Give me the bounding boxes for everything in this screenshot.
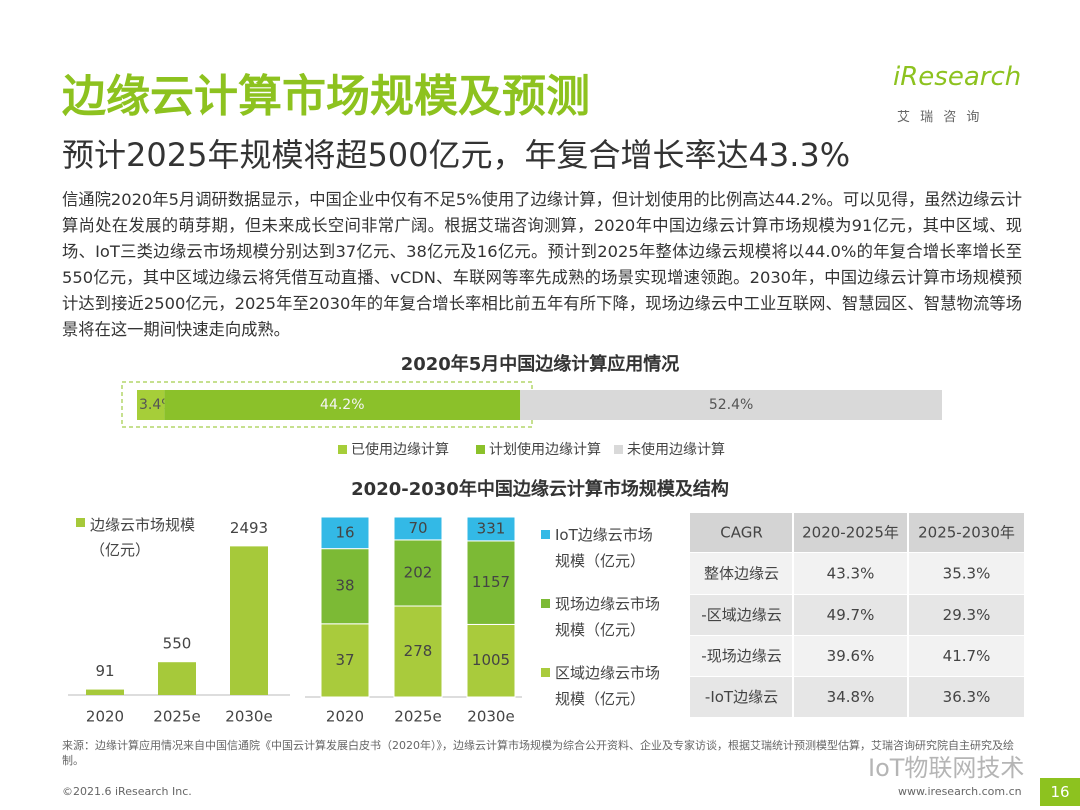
value-label: 52.4% bbox=[709, 397, 753, 413]
logo-cn: 艾 瑞 咨 询 bbox=[897, 110, 983, 125]
chart-title: 2020年5月中国边缘计算应用情况 bbox=[401, 353, 680, 375]
subtitle: 预计2025年规模将超500亿元，年复合增长率达43.3% bbox=[62, 136, 851, 174]
table-row bbox=[690, 553, 1025, 595]
paragraph: 信通院2020年5月调研数据显示，中国企业中仅有不足5%使用了边缘计算，但计划使… bbox=[62, 190, 1022, 339]
legend-swatch bbox=[76, 518, 85, 527]
x-tick-label: 2030e bbox=[467, 708, 514, 726]
page-number: 16 bbox=[1040, 778, 1080, 806]
table-cell: 41.7% bbox=[943, 647, 991, 665]
table-cell: 39.6% bbox=[827, 647, 875, 665]
value-label: 550 bbox=[163, 635, 192, 653]
title: 边缘云计算市场规模及预测 bbox=[62, 71, 590, 122]
legend-label: IoT边缘云市场规模（亿元） bbox=[555, 526, 653, 570]
legend-label: 区域边缘云市场规模（亿元） bbox=[555, 664, 661, 708]
table-cell: 34.8% bbox=[827, 688, 875, 706]
bar bbox=[230, 546, 268, 695]
value-label: 331 bbox=[477, 519, 506, 537]
legend-swatch bbox=[541, 668, 550, 677]
logo: iResearch bbox=[893, 62, 1022, 92]
chart-title: 2020-2030年中国边缘云计算市场规模及结构 bbox=[351, 478, 729, 500]
website: www.iresearch.com.cn bbox=[898, 785, 1022, 798]
value-label: 37 bbox=[335, 651, 354, 669]
highlight-box bbox=[121, 381, 533, 428]
legend-label: 计划使用边缘计算 bbox=[489, 441, 601, 458]
table-row bbox=[690, 636, 1025, 677]
legend-label: 已使用边缘计算 bbox=[351, 441, 449, 458]
value-label: 1157 bbox=[472, 573, 510, 591]
bar-segment bbox=[164, 390, 521, 420]
table-cell: 43.3% bbox=[827, 565, 875, 583]
table-cell: -IoT边缘云 bbox=[705, 688, 778, 706]
table-row bbox=[690, 677, 1025, 718]
bar-segment bbox=[393, 539, 443, 607]
bar-segment bbox=[320, 548, 370, 625]
legend-swatch bbox=[614, 445, 623, 454]
table-cell: 49.7% bbox=[827, 606, 875, 624]
x-tick-label: 2030e bbox=[225, 708, 272, 726]
value-label: 16 bbox=[335, 523, 354, 541]
table-cell: 29.3% bbox=[943, 606, 991, 624]
watermark: IoT物联网技术 bbox=[868, 754, 1025, 782]
legend-label: 边缘云市场规模（亿元） bbox=[90, 516, 196, 559]
bar-segment bbox=[393, 605, 443, 698]
bar-segment bbox=[393, 516, 443, 541]
value-label: 38 bbox=[335, 577, 354, 595]
table-cell: CAGR bbox=[720, 524, 763, 542]
table-cell: -区域边缘云 bbox=[701, 606, 781, 624]
value-label: 91 bbox=[95, 662, 114, 680]
legend-swatch bbox=[541, 599, 550, 608]
value-label: 44.2% bbox=[320, 397, 364, 413]
legend-label: 未使用边缘计算 bbox=[627, 441, 725, 458]
table-cell: 2020-2025年 bbox=[802, 524, 899, 542]
value-label: 278 bbox=[404, 642, 433, 660]
table-row bbox=[690, 595, 1025, 636]
x-tick-label: 2025e bbox=[394, 708, 441, 726]
value-label: 202 bbox=[404, 563, 433, 581]
bar-segment bbox=[520, 390, 942, 420]
x-tick-label: 2020 bbox=[86, 708, 124, 726]
bar-segment bbox=[466, 516, 516, 542]
table-row bbox=[690, 513, 1025, 553]
bar-segment bbox=[466, 540, 516, 625]
value-label: 70 bbox=[408, 519, 427, 537]
x-tick-label: 2020 bbox=[326, 708, 364, 726]
legend-swatch bbox=[476, 445, 485, 454]
table-cell: 36.3% bbox=[943, 688, 991, 706]
table-cell: -现场边缘云 bbox=[701, 647, 781, 665]
bar-segment bbox=[320, 516, 370, 550]
table-cell: 35.3% bbox=[943, 565, 991, 583]
x-tick-label: 2025e bbox=[153, 708, 200, 726]
legend-swatch bbox=[541, 530, 550, 539]
table-cell: 整体边缘云 bbox=[704, 565, 779, 583]
bar bbox=[158, 662, 196, 695]
value-label: 2493 bbox=[230, 519, 268, 537]
table-cell: 2025-2030年 bbox=[918, 524, 1015, 542]
value-label: 1005 bbox=[472, 651, 510, 669]
copyright: ©2021.6 iResearch Inc. bbox=[62, 785, 192, 798]
bar-segment bbox=[137, 390, 165, 420]
legend-label: 现场边缘云市场规模（亿元） bbox=[555, 595, 661, 639]
bar bbox=[86, 689, 124, 695]
legend-swatch bbox=[338, 445, 347, 454]
bar-segment bbox=[466, 623, 516, 698]
source: 来源：边缘计算应用情况来自中国信通院《中国云计算发展白皮书（2020年）》，边缘… bbox=[62, 739, 1014, 767]
